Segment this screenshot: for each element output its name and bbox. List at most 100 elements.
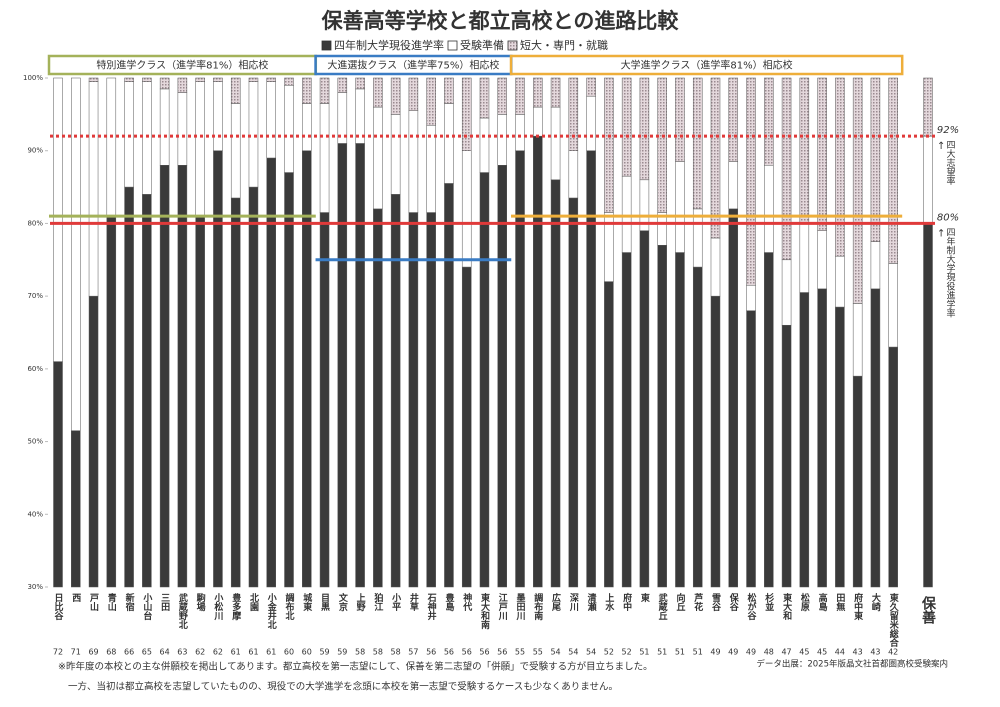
bar-segment [355,143,365,588]
bar-segment [461,266,472,588]
bar-segment [230,103,241,199]
legend-swatch [447,40,458,51]
x-tick-label: 目黒 [319,593,330,612]
bar-segment [88,81,99,297]
score-label: 66 [124,648,134,657]
bar-segment [586,95,596,151]
bar-segment [159,77,170,90]
score-label: 61 [231,648,241,657]
footnote: 一方、当初は都立高校を志望していたものの、現役での大学進学を念頭に本校を第一志望… [68,681,618,693]
x-tick-label: 杉並 [763,592,774,611]
score-label: 56 [479,648,489,657]
score-label: 60 [284,648,294,657]
reference-label: 80% [937,212,959,223]
y-tick-label: 70% [27,292,43,300]
bar-segment [408,110,419,213]
x-tick-label: 雪谷 [710,592,721,612]
score-label: 61 [266,648,276,657]
bar-segment [373,77,383,108]
bar-segment [675,77,685,162]
bar-segment [248,81,259,188]
x-tick-label: 武蔵野北 [177,592,188,630]
score-label: 54 [586,648,596,657]
bar-segment [923,223,933,588]
bar-segment [159,88,170,166]
score-label: 43 [853,648,863,657]
legend-label: 短大・専門・就職 [520,38,608,52]
x-tick-label: 城東 [301,592,312,612]
bar-segment [550,106,561,181]
bar-segment [71,77,81,431]
score-label: 71 [71,648,81,657]
score-label: 48 [764,648,774,657]
group-label: 大学進学クラス（進学率81%）相応校 [621,59,793,72]
score-label: 68 [106,648,116,657]
score-label: 54 [550,648,560,657]
bar-segment [302,103,312,151]
score-label: 42 [888,648,898,657]
x-tick-label: 深川 [568,592,580,612]
bar-segment [781,77,792,261]
group-label: 特別進学クラス（進学率81%）相応校 [96,59,268,72]
y-tick-label: 80% [27,219,43,227]
bar-segment [248,77,259,82]
group-box [509,54,904,76]
x-tick-label: 日比谷 [53,593,64,621]
bar-segment [319,212,330,588]
reference-arrow: ↑ [937,141,945,152]
bar-segment [657,77,667,213]
x-tick-label: 芦花 [692,592,703,612]
bar-segment [764,252,774,588]
bar-segment [373,208,383,588]
bar-segment [461,150,472,268]
bar-segment [817,288,827,588]
bar-segment [533,135,543,588]
x-tick-label: 府中東 [852,592,863,621]
bar-segment [550,77,561,108]
bar-segment [870,77,881,242]
score-label: 64 [160,648,170,657]
bar-segment [106,215,117,588]
score-label: 54 [568,648,578,657]
bar-segment [870,241,881,290]
bar-segment [799,77,810,224]
bar-segment [692,77,703,210]
bar-segment [621,77,632,177]
x-tick-label: 文京 [337,592,349,612]
bar-segment [195,215,205,588]
bar-segment [390,194,401,588]
bar-segment [479,77,490,119]
bar-segment [533,106,543,137]
x-tick-label: 田無 [834,593,845,612]
score-label: 58 [373,648,383,657]
x-tick-label: 清瀬 [586,592,597,612]
score-label: 62 [213,648,223,657]
bar-segment [124,186,134,588]
bar-segment [461,77,472,151]
x-tick-label: 東久留米総合 [888,592,900,648]
x-tick-label: 青山 [106,592,117,612]
bar-segment [53,77,63,362]
bar-segment [302,77,312,104]
x-tick-label: 高島 [817,592,828,612]
score-label: 62 [195,648,205,657]
bar-segment [728,208,739,588]
bar-segment [195,77,205,82]
bar-segment [675,161,685,253]
x-tick-label: 小山台 [141,592,153,621]
bar-segment [799,292,810,588]
bar-segment [230,77,241,104]
bar-segment [479,117,490,173]
bar-segment [515,77,525,115]
bar-segment [426,77,436,126]
x-tick-label: 墨田川 [515,593,527,621]
bar-segment [497,77,507,115]
bar-segment [550,179,561,588]
bar-segment [675,252,685,588]
x-tick-label: 小金井北 [266,592,278,630]
x-tick-label: 武蔵丘 [657,592,668,620]
bar-segment [568,197,579,588]
reference-note: 四大志望率 [945,140,956,186]
bar-segment [781,324,792,588]
bar-segment [568,77,579,151]
